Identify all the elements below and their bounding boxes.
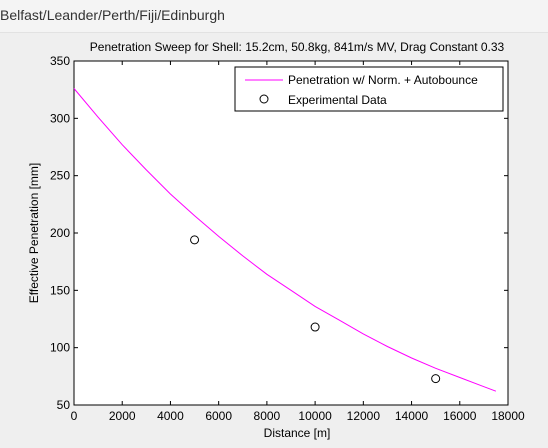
x-tick-label: 4000 xyxy=(157,409,184,423)
x-tick-label: 0 xyxy=(71,409,78,423)
y-tick-label: 300 xyxy=(50,111,70,125)
penetration-curve xyxy=(73,88,497,392)
x-tick-label: 6000 xyxy=(205,409,232,423)
x-tick-label: 12000 xyxy=(347,409,381,423)
y-tick-label: 100 xyxy=(50,341,70,355)
plot-area xyxy=(73,60,509,406)
y-tick-label: 50 xyxy=(57,398,71,412)
x-tick-label: 18000 xyxy=(491,409,525,423)
x-axis-label: Distance [m] xyxy=(264,426,331,440)
data-point xyxy=(431,374,441,384)
y-tick-label: 150 xyxy=(50,283,70,297)
x-tick-label: 8000 xyxy=(254,409,281,423)
chart-title: Penetration Sweep for Shell: 15.2cm, 50.… xyxy=(90,40,505,54)
x-tick-label: 10000 xyxy=(298,409,332,423)
legend-label-line: Penetration w/ Norm. + Autobounce xyxy=(288,73,478,87)
x-tick-label: 14000 xyxy=(395,409,429,423)
legend-marker-swatch xyxy=(259,94,269,104)
legend-label-scatter: Experimental Data xyxy=(288,93,387,107)
window-title: Belfast/Leander/Perth/Fiji/Edinburgh xyxy=(0,7,225,23)
y-axis-label: Effective Penetration [mm] xyxy=(27,163,41,304)
y-tick-label: 200 xyxy=(50,226,70,240)
y-tick-label: 250 xyxy=(50,169,70,183)
data-point xyxy=(190,235,200,245)
data-point xyxy=(310,322,320,332)
legend-box xyxy=(234,66,504,112)
window-title-bar: Belfast/Leander/Perth/Fiji/Edinburgh xyxy=(0,0,548,33)
x-tick-label: 16000 xyxy=(443,409,477,423)
x-tick-label: 2000 xyxy=(109,409,136,423)
y-tick-label: 350 xyxy=(50,54,70,68)
